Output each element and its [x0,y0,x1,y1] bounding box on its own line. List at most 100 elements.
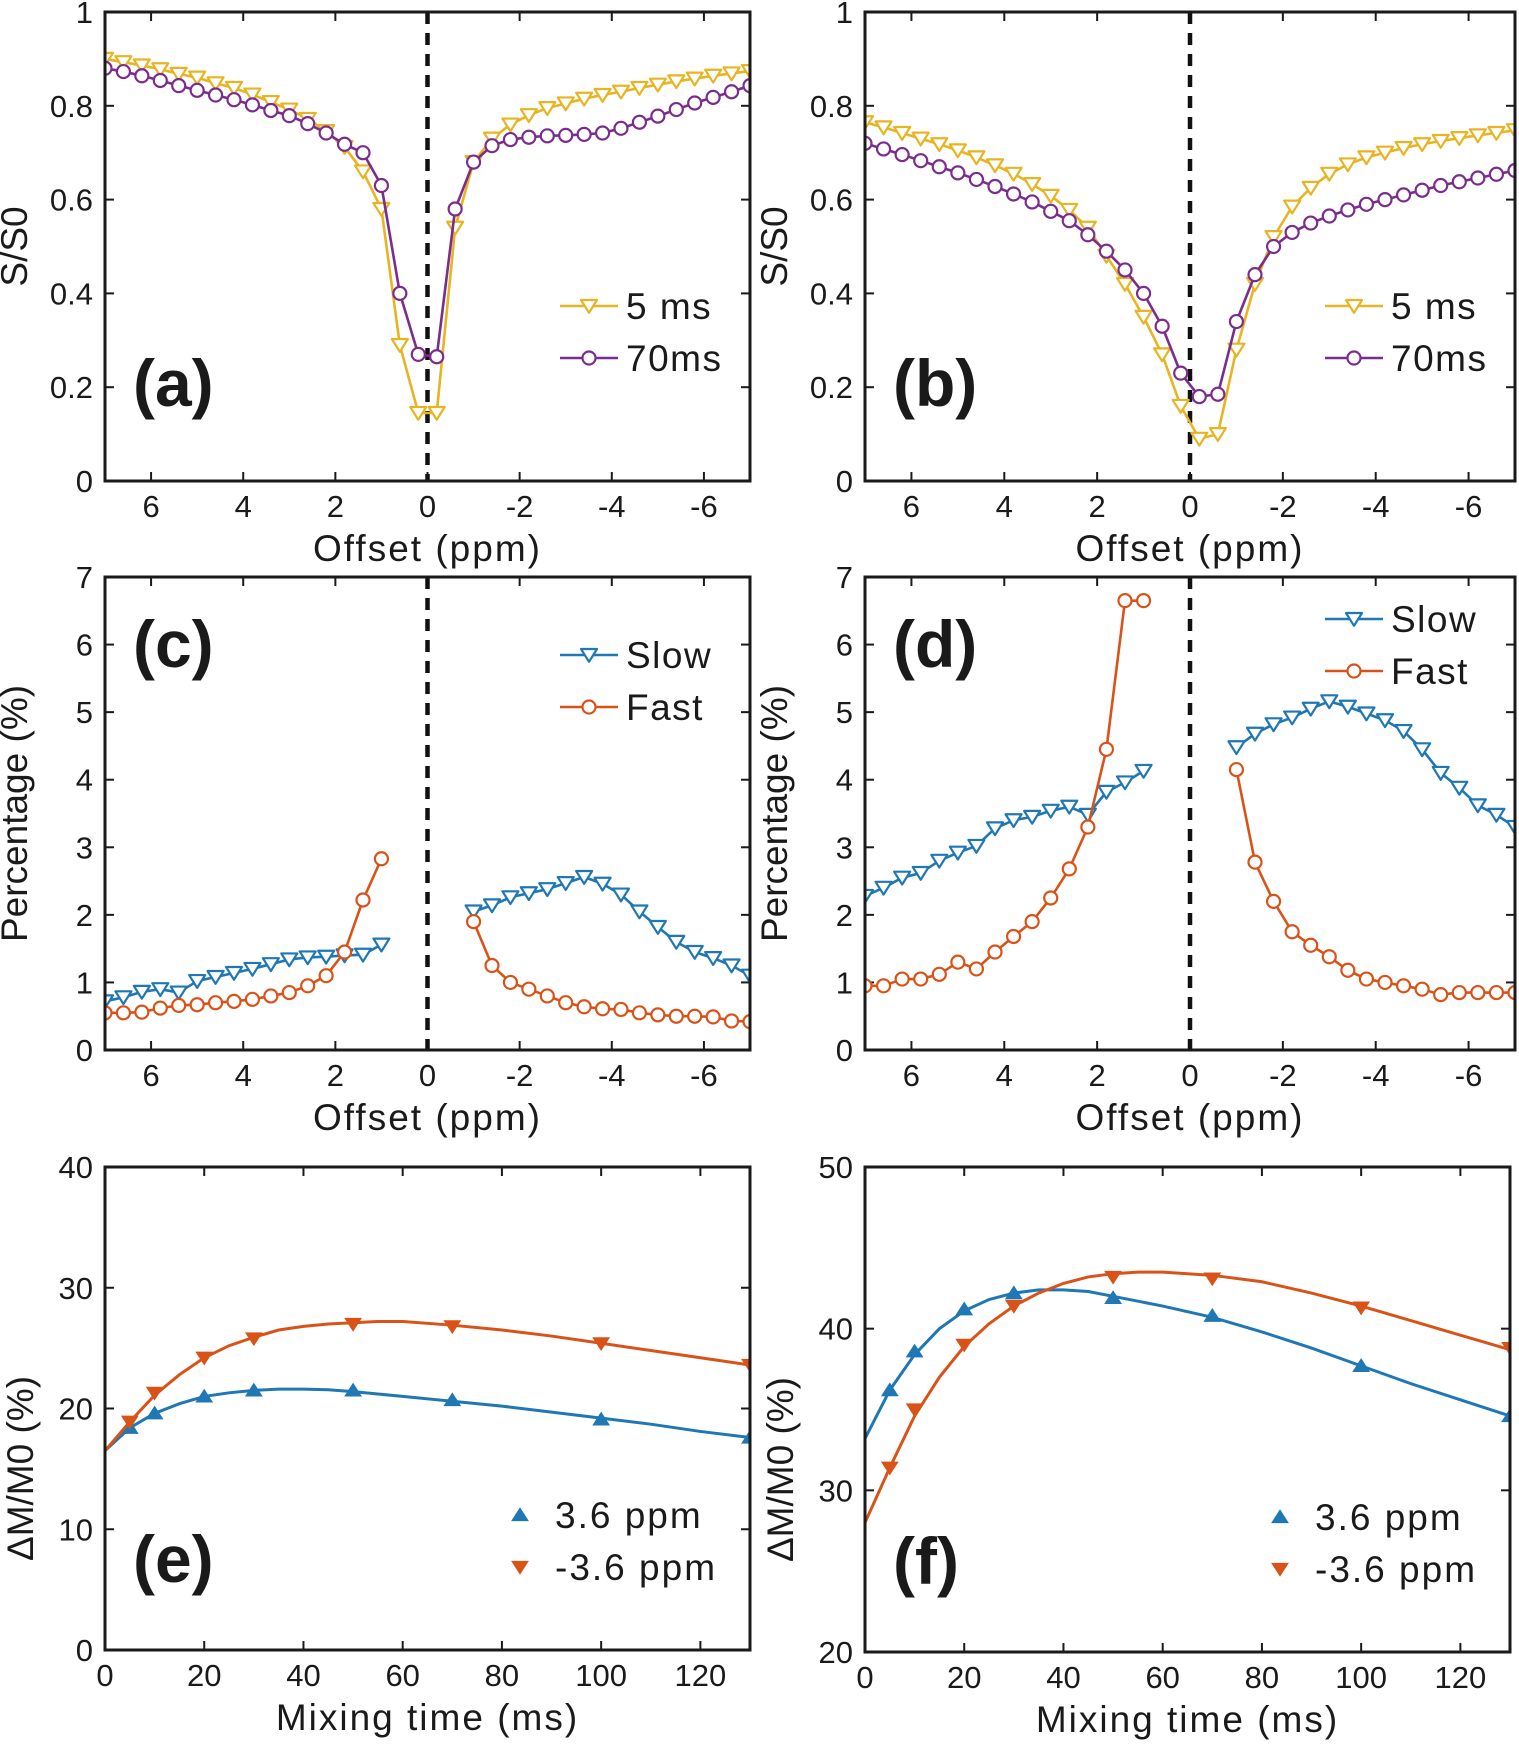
chart-a: 6 4 2 0 -2 -4 -6 0 0.2 0.4 0.6 0.8 1 Offset (ppm) S/S0… [0,0,752,569]
y-tick-label: 7 [76,560,93,595]
y-tick-label: 0.4 [810,276,853,311]
data-point [1340,962,1356,978]
series-line [1235,769,1515,996]
series--3.6-ppm [865,1270,1510,1524]
data-point [195,1351,214,1366]
data-point [226,993,242,1009]
x-tick-label: 40 [286,1658,320,1693]
data-point [521,981,537,997]
data-point [1414,981,1430,997]
y-tick-label: 6 [836,628,853,663]
data-point [519,108,538,124]
y-tick-label: 20 [59,1392,93,1427]
x-tick-label: -4 [598,1058,626,1093]
data-point [1413,137,1432,153]
data-point [905,1403,924,1418]
data-point [353,164,373,180]
x-tick-label: 6 [142,1058,159,1093]
x-axis-label: Offset (ppm) [313,1097,542,1138]
data-point [145,1386,164,1401]
data-point [950,165,966,181]
data-point [300,116,316,132]
data-point [1488,166,1505,182]
data-point [484,957,500,974]
data-point [740,63,750,79]
data-point [195,1388,214,1403]
data-point [1115,276,1135,292]
series-group [865,1270,1510,1524]
data-point [1450,780,1469,796]
data-point [318,968,334,984]
data-point [613,1001,629,1018]
series-line [105,858,383,1015]
data-point [594,125,611,141]
x-tick-label: 120 [1435,1660,1487,1695]
legend: 5 ms 70ms [560,286,721,379]
series-70ms [105,60,750,365]
legend-label: Fast [626,687,704,728]
data-point [443,1320,462,1335]
data-point [1507,984,1515,1001]
data-point [1431,765,1450,781]
data-point [593,87,612,103]
data-point [105,1005,113,1021]
data-point [114,55,133,71]
legend-label: -3.6 ppm [555,1547,717,1588]
data-point [1173,365,1189,381]
y-tick-label: 50 [819,1150,853,1185]
x-tick-label: 0 [856,1660,873,1695]
panel-label: (a) [133,346,214,420]
data-point [630,80,649,96]
data-point [336,944,353,960]
data-point [687,1008,703,1024]
data-point [985,158,1005,174]
data-point [1301,180,1320,196]
x-tick-label: 0 [1181,1058,1198,1093]
data-point [429,349,445,365]
y-tick-label: 0.8 [50,89,93,124]
data-point [1024,194,1040,210]
data-point [1171,398,1190,414]
data-point [1061,213,1077,229]
data-point [1394,723,1413,739]
legend-label: Slow [1391,599,1477,640]
data-point [1134,763,1153,779]
series-line [472,921,750,1023]
data-point [650,108,666,124]
y-tick-label: 5 [836,695,853,730]
data-point [206,76,225,92]
data-point [874,120,893,136]
data-point [875,141,892,157]
y-axis-label: S/S0 [754,206,795,286]
y-tick-label: 2 [76,898,93,933]
series-Fast [865,593,1515,1003]
data-point [894,971,910,987]
data-point [1470,984,1486,1001]
data-point [188,973,207,989]
series-group [865,593,1515,1003]
legend-marker [581,350,597,366]
x-tick-label: 2 [1089,1058,1106,1093]
data-point [1134,309,1153,325]
y-tick-label: 10 [59,1512,93,1547]
x-axis-label: Offset (ppm) [1076,1097,1305,1138]
data-point [705,89,721,105]
data-point [1395,187,1412,203]
data-point [1041,188,1060,204]
data-point [409,405,428,421]
plot-frame [863,10,1517,483]
legend-label: Fast [1391,651,1469,692]
data-point [1395,978,1412,994]
data-point [576,999,592,1015]
data-point [593,876,612,892]
data-point [134,68,150,84]
data-point [1487,125,1506,141]
data-point [373,177,390,194]
data-point [207,87,224,103]
data-point [244,1332,263,1347]
data-point [592,1411,611,1426]
chart-d: 6 4 2 0 -2 -4 -6 0 1 2 3 4 5 6 7 Offset (ppm) Percentage… [754,560,1517,1138]
fit-line [865,1270,1510,1524]
data-point [372,937,391,953]
data-point [667,74,686,90]
